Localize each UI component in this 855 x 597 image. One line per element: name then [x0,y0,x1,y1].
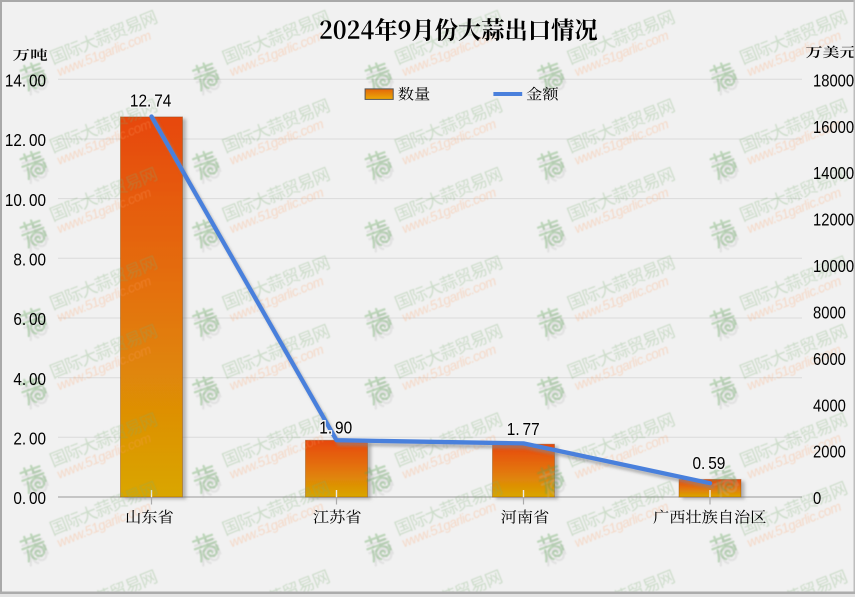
svg-text:14000: 14000 [813,164,854,183]
svg-text:4000: 4000 [813,396,846,415]
svg-text:8000: 8000 [813,303,846,322]
svg-text:2000: 2000 [813,443,846,462]
svg-text:1.77: 1. 77 [507,420,540,439]
svg-text:2.00: 2. 00 [13,429,46,448]
svg-text:10000: 10000 [813,257,854,276]
svg-text:0.59: 0. 59 [692,454,725,473]
svg-text:12000: 12000 [813,210,854,229]
svg-text:10.00: 10. 00 [5,191,46,210]
svg-text:0.00: 0. 00 [13,489,46,508]
svg-text:8.00: 8. 00 [13,250,46,269]
svg-text:4.00: 4. 00 [13,370,46,389]
svg-text:12.74: 12. 74 [130,92,171,111]
svg-text:1.90: 1. 90 [319,419,352,438]
svg-text:16000: 16000 [813,118,854,137]
svg-text:0: 0 [813,489,821,508]
svg-text:14.00: 14. 00 [5,71,46,90]
svg-text:18000: 18000 [813,71,854,90]
svg-text:12.00: 12. 00 [5,131,46,150]
svg-text:6.00: 6. 00 [13,310,46,329]
svg-text:6000: 6000 [813,350,846,369]
